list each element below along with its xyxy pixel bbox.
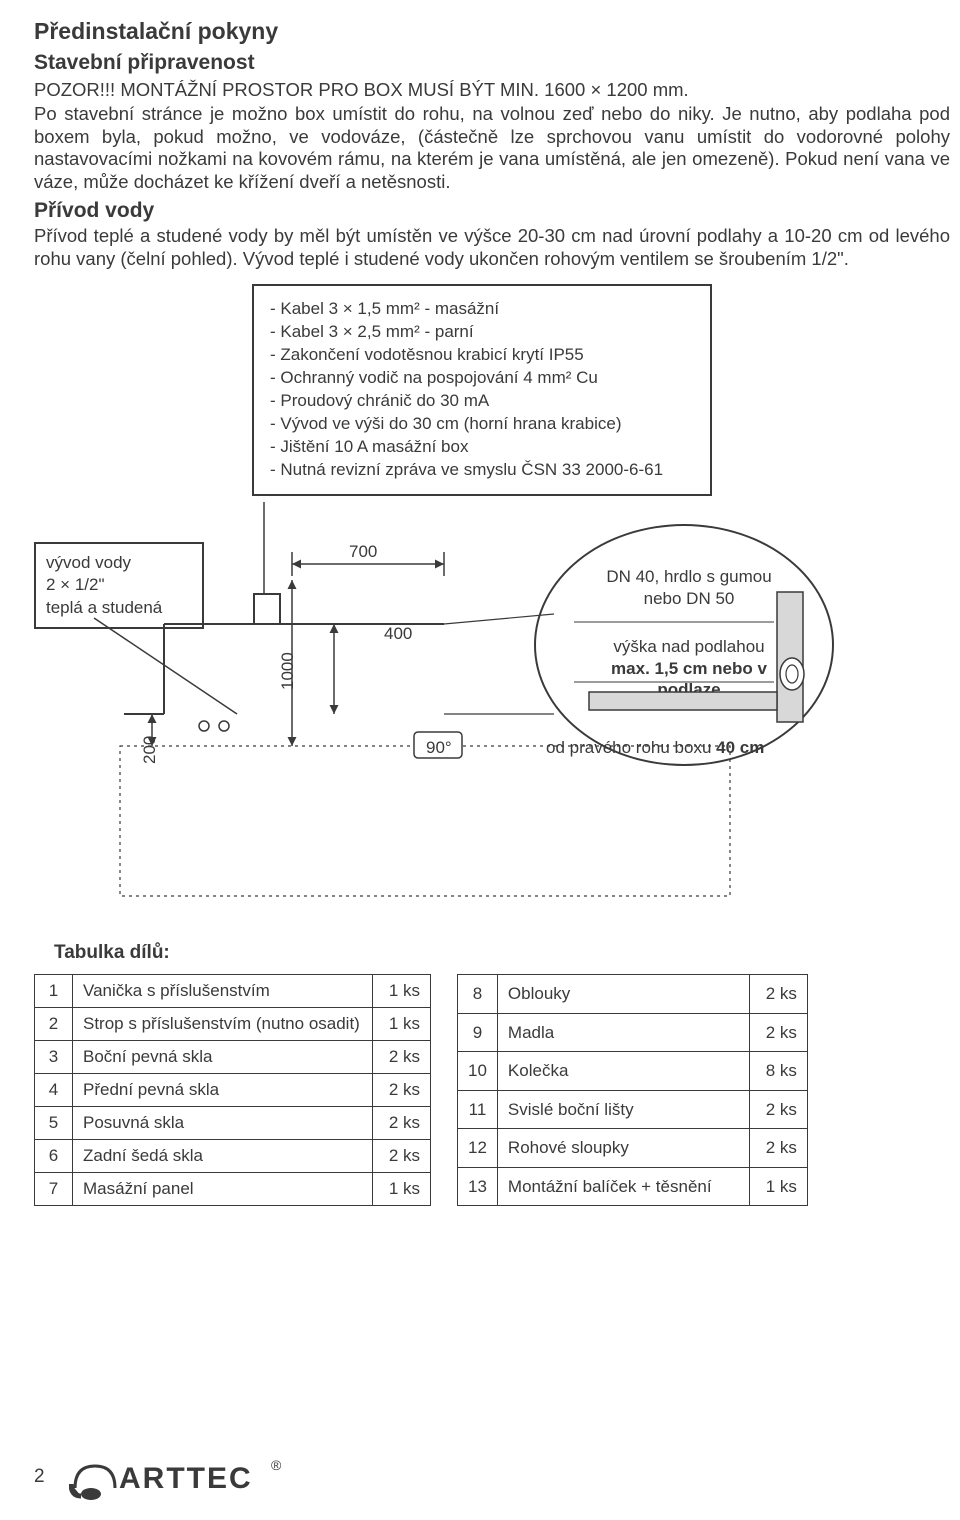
table-row: 9Madla2 ks <box>458 1013 808 1052</box>
table-row: 12Rohové sloupky2 ks <box>458 1129 808 1168</box>
table-row: 2Strop s příslušenstvím (nutno osadit)1 … <box>35 1008 431 1041</box>
table-row: 13Montážní balíček + těsnění1 ks <box>458 1167 808 1206</box>
table-row: 7Masážní panel1 ks <box>35 1173 431 1206</box>
paragraph-1: Po stavební stránce je možno box umístit… <box>34 103 950 193</box>
parts-table-title: Tabulka dílů: <box>54 942 950 964</box>
table-row: 1Vanička s příslušenstvím1 ks <box>35 975 431 1008</box>
water-label-line: 2 × 1/2" <box>46 574 192 596</box>
page-footer: 2 ARTTEC ® <box>34 1452 289 1502</box>
section-water: Přívod vody <box>34 199 950 223</box>
parts-table-left: 1Vanička s příslušenstvím1 ks 2Strop s p… <box>34 974 431 1206</box>
dim-1000: 1000 <box>278 653 298 691</box>
dim-700: 700 <box>349 542 377 562</box>
spec-line: - Vývod ve výši do 30 cm (horní hrana kr… <box>270 413 694 436</box>
water-label-line: vývod vody <box>46 552 192 574</box>
table-row: 10Kolečka8 ks <box>458 1052 808 1091</box>
svg-text:ARTTEC: ARTTEC <box>119 1462 253 1495</box>
spec-line: - Kabel 3 × 2,5 mm² - parní <box>270 321 694 344</box>
table-row: 11Svislé boční lišty2 ks <box>458 1090 808 1129</box>
spec-line: - Jištění 10 A masážní box <box>270 436 694 459</box>
installation-diagram: - Kabel 3 × 1,5 mm² - masážní - Kabel 3 … <box>34 284 950 924</box>
water-label-box: vývod vody 2 × 1/2" teplá a studená <box>34 542 204 628</box>
spec-line: - Zakončení vodotěsnou krabicí krytí IP5… <box>270 344 694 367</box>
arttec-logo: ARTTEC ® <box>69 1452 289 1502</box>
spec-line: - Nutná revizní zpráva ve smyslu ČSN 33 … <box>270 459 694 482</box>
table-row: 5Posuvná skla2 ks <box>35 1107 431 1140</box>
spec-line: - Ochranný vodič na pospojování 4 mm² Cu <box>270 367 694 390</box>
paragraph-2: Přívod teplé a studené vody by měl být u… <box>34 225 950 270</box>
spec-line: - Kabel 3 × 1,5 mm² - masážní <box>270 298 694 321</box>
detail-text: výška nad podlahoumax. 1,5 cm nebo vpodl… <box>594 636 784 700</box>
page-title: Předinstalační pokyny <box>34 18 950 45</box>
parts-tables: 1Vanička s příslušenstvím1 ks 2Strop s p… <box>34 974 950 1206</box>
dim-400: 400 <box>384 624 412 644</box>
dim-200: 200 <box>140 736 160 764</box>
from-right-label: od pravého rohu boxu 40 cm <box>546 738 764 758</box>
dim-90: 90° <box>426 738 452 758</box>
spec-line: - Proudový chránič do 30 mA <box>270 390 694 413</box>
parts-table-right: 8Oblouky2 ks 9Madla2 ks 10Kolečka8 ks 11… <box>457 974 808 1206</box>
svg-text:®: ® <box>271 1457 282 1473</box>
sub-title: Stavební připravenost <box>34 51 950 75</box>
table-row: 3Boční pevná skla2 ks <box>35 1041 431 1074</box>
page-number: 2 <box>34 1466 45 1488</box>
table-row: 4Přední pevná skla2 ks <box>35 1074 431 1107</box>
spec-box: - Kabel 3 × 1,5 mm² - masážní - Kabel 3 … <box>252 284 712 496</box>
warning-line: POZOR!!! MONTÁŽNÍ PROSTOR PRO BOX MUSÍ B… <box>34 79 950 101</box>
detail-text: DN 40, hrdlo s gumounebo DN 50 <box>594 566 784 609</box>
table-row: 6Zadní šedá skla2 ks <box>35 1140 431 1173</box>
water-label-line: teplá a studená <box>46 597 192 619</box>
table-row: 8Oblouky2 ks <box>458 975 808 1014</box>
